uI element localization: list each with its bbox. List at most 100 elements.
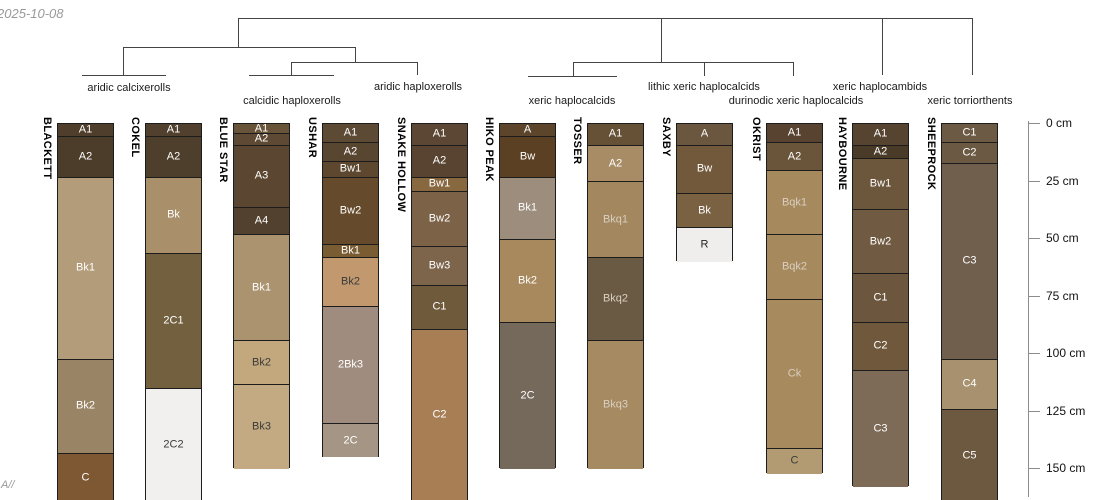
dendrogram-vline (882, 18, 883, 75)
horizon-label: A2 (432, 154, 447, 167)
depth-axis-tick-label: 25 cm (1046, 173, 1079, 188)
dendrogram-vline (573, 62, 574, 76)
horizon-rect: C1 (942, 124, 997, 143)
dendrogram-hline (82, 75, 166, 76)
horizon-rect: Bk2 (323, 257, 378, 306)
horizon-rect: Bk1 (323, 243, 378, 258)
profile-name-label: BLUE STAR (217, 117, 229, 183)
horizon-rect: A1 (853, 124, 908, 145)
horizon-label: A2 (787, 150, 802, 163)
horizon-rect: Bkq2 (588, 257, 643, 341)
horizon-rect: Bw1 (323, 160, 378, 177)
horizon-label: A (700, 127, 709, 140)
horizon-label: A1 (608, 127, 623, 140)
horizon-label: Bqk1 (781, 196, 808, 209)
horizon-label: R (700, 238, 709, 251)
horizon-rect: Bw2 (853, 209, 908, 274)
horizon-rect: Bw3 (412, 245, 467, 285)
profile-name-label: SAXBY (660, 117, 672, 157)
horizon-label: A1 (432, 127, 447, 140)
horizon-label: C1 (873, 291, 888, 304)
profile-name-label: HIKO PEAK (483, 117, 495, 182)
horizon-label: Bk1 (76, 261, 95, 274)
depth-axis-tick (1028, 180, 1040, 182)
horizon-rect: A2 (323, 142, 378, 161)
dendrogram-hline (238, 18, 972, 19)
dendrogram-vline (661, 18, 662, 62)
horizon-label: C2 (962, 146, 977, 159)
depth-axis-tick-label: 100 cm (1046, 346, 1086, 360)
horizon-rect: Bw1 (412, 176, 467, 191)
horizon-label: Bw (519, 150, 536, 163)
horizon-label: 2C (520, 389, 535, 402)
profile-name-label: HAYBOURNE (836, 117, 848, 191)
depth-axis-line (1028, 121, 1029, 497)
horizon-label: 2Bk3 (337, 358, 364, 371)
horizon-label: Bk1 (341, 244, 360, 257)
horizon-rect: Bk2 (58, 358, 113, 453)
horizon-label: Bk (698, 204, 711, 217)
horizon-label: C2 (432, 408, 447, 421)
horizon-rect: A2 (234, 133, 289, 145)
horizon-rect: C1 (853, 273, 908, 322)
horizon-rect: A3 (234, 144, 289, 207)
profile-column: A Bw Bk1 Bk2 2C (499, 123, 556, 469)
profile-name-label: COKEL (129, 117, 141, 158)
profile-column: A1 A2 Bw1 Bw2 C1 C2 C3 (852, 123, 909, 488)
horizon-label: Bk1 (252, 281, 271, 294)
horizon-rect: C3 (942, 163, 997, 359)
horizon-label: Bw (696, 162, 713, 175)
dendrogram-hline (291, 62, 417, 63)
horizon-rect: A4 (234, 206, 289, 235)
horizon-label: A1 (343, 126, 358, 139)
horizon-label: Bw1 (339, 162, 362, 175)
horizon-label: C1 (962, 126, 977, 139)
horizon-label: A3 (254, 169, 269, 182)
dendrogram-leaf-label: aridic calcixerolls (87, 82, 171, 94)
horizon-rect: 2C1 (146, 252, 201, 389)
profile-name-label: BLACKETT (41, 117, 53, 180)
horizon-rect: C3 (853, 370, 908, 488)
depth-axis-tick (1028, 238, 1040, 239)
dendrogram-vline (793, 62, 794, 76)
profile-column: A1 A2 Bqk1 Bqk2 Ck C (766, 123, 823, 474)
horizon-label: Bkq3 (602, 398, 629, 411)
horizon-label: Bk3 (252, 420, 271, 433)
horizon-label: Bkq2 (602, 292, 629, 305)
profile-column: C1 C2 C3 C4 C5 (941, 123, 998, 500)
horizon-label: Bw2 (428, 212, 451, 225)
profile-name-label: USHAR (306, 117, 318, 159)
horizon-label: C2 (873, 339, 888, 352)
horizon-label: C1 (432, 300, 447, 313)
horizon-label: Bk2 (76, 399, 95, 412)
horizon-rect: Bk3 (234, 383, 289, 469)
horizon-rect: Bw (677, 144, 732, 193)
dendrogram-leaf-label: aridic haploxerolls (373, 81, 463, 93)
horizon-rect: A1 (323, 124, 378, 143)
horizon-label: A4 (254, 214, 269, 227)
horizon-rect: A2 (412, 144, 467, 177)
dendrogram-vline (355, 47, 356, 62)
dendrogram-hline (573, 62, 793, 63)
horizon-rect: Bkq3 (588, 340, 643, 469)
horizon-rect: A (500, 124, 555, 136)
horizon-rect: 2Bk3 (323, 305, 378, 423)
date-stamp: 2025-10-08 (0, 6, 64, 21)
horizon-rect: C4 (942, 358, 997, 410)
dendrogram-vline (238, 18, 239, 47)
horizon-rect: 2C (323, 422, 378, 458)
horizon-label: A2 (343, 145, 358, 158)
horizon-rect: A2 (853, 144, 908, 159)
profile-column: A1 A2 Bw1 Bw2 Bw3 C1 C2 (411, 123, 468, 500)
dendrogram-vline (291, 62, 292, 75)
horizon-label: A2 (166, 150, 181, 163)
horizon-rect: Ck (767, 298, 822, 449)
horizon-label: A1 (78, 123, 93, 136)
dendrogram-leaf-label: xeric haplocambids (832, 81, 928, 93)
horizon-label: Ck (787, 367, 802, 380)
horizon-rect: A1 (146, 124, 201, 136)
horizon-label: Bkq1 (602, 213, 629, 226)
dendrogram-leaf-label: calcidic haploxerolls (243, 95, 341, 107)
horizon-label: Bw1 (869, 177, 892, 190)
horizon-rect: C2 (942, 142, 997, 164)
